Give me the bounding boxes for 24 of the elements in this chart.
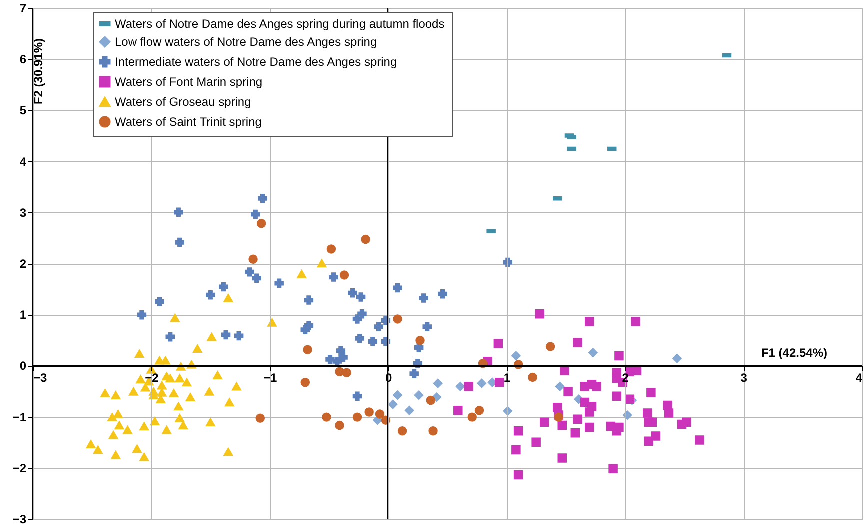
x-tick-label: −2 [145,371,160,386]
y-tick-label: 0 [20,359,27,374]
legend-label: Waters of Saint Trinit spring [115,115,262,129]
y-tick-label: 7 [20,2,27,16]
y-tick-label: −1 [12,410,27,424]
legend-label: Intermediate waters of Notre Dame des Anges spring [115,55,398,69]
legend-label: Low flow waters of Notre Dame des Anges spring [115,35,378,49]
x-tick-label: −1 [264,371,278,386]
legend-label: Waters of Notre Dame des Anges spring during autumn floods [115,17,445,31]
y-tick-label: 5 [20,104,27,118]
legend-label: Waters of Font Marin spring [115,75,263,89]
y-tick-label: 2 [20,257,27,271]
x-tick-label: 4 [856,371,863,386]
y-tick-label: 4 [20,154,27,169]
x-tick-label: −3 [34,371,48,386]
y-tick-label: 1 [20,308,27,322]
legend-label: Waters of Groseau spring [115,95,252,109]
y-tick-label: −2 [12,461,27,476]
y-tick-label: 3 [20,206,27,220]
x-tick-label: 1 [504,371,511,386]
x-axis-title: F1 (42.54%) [761,346,828,360]
y-tick-label: −3 [12,512,27,526]
x-tick-label: 3 [740,371,748,386]
y-tick-label: 6 [20,52,27,67]
